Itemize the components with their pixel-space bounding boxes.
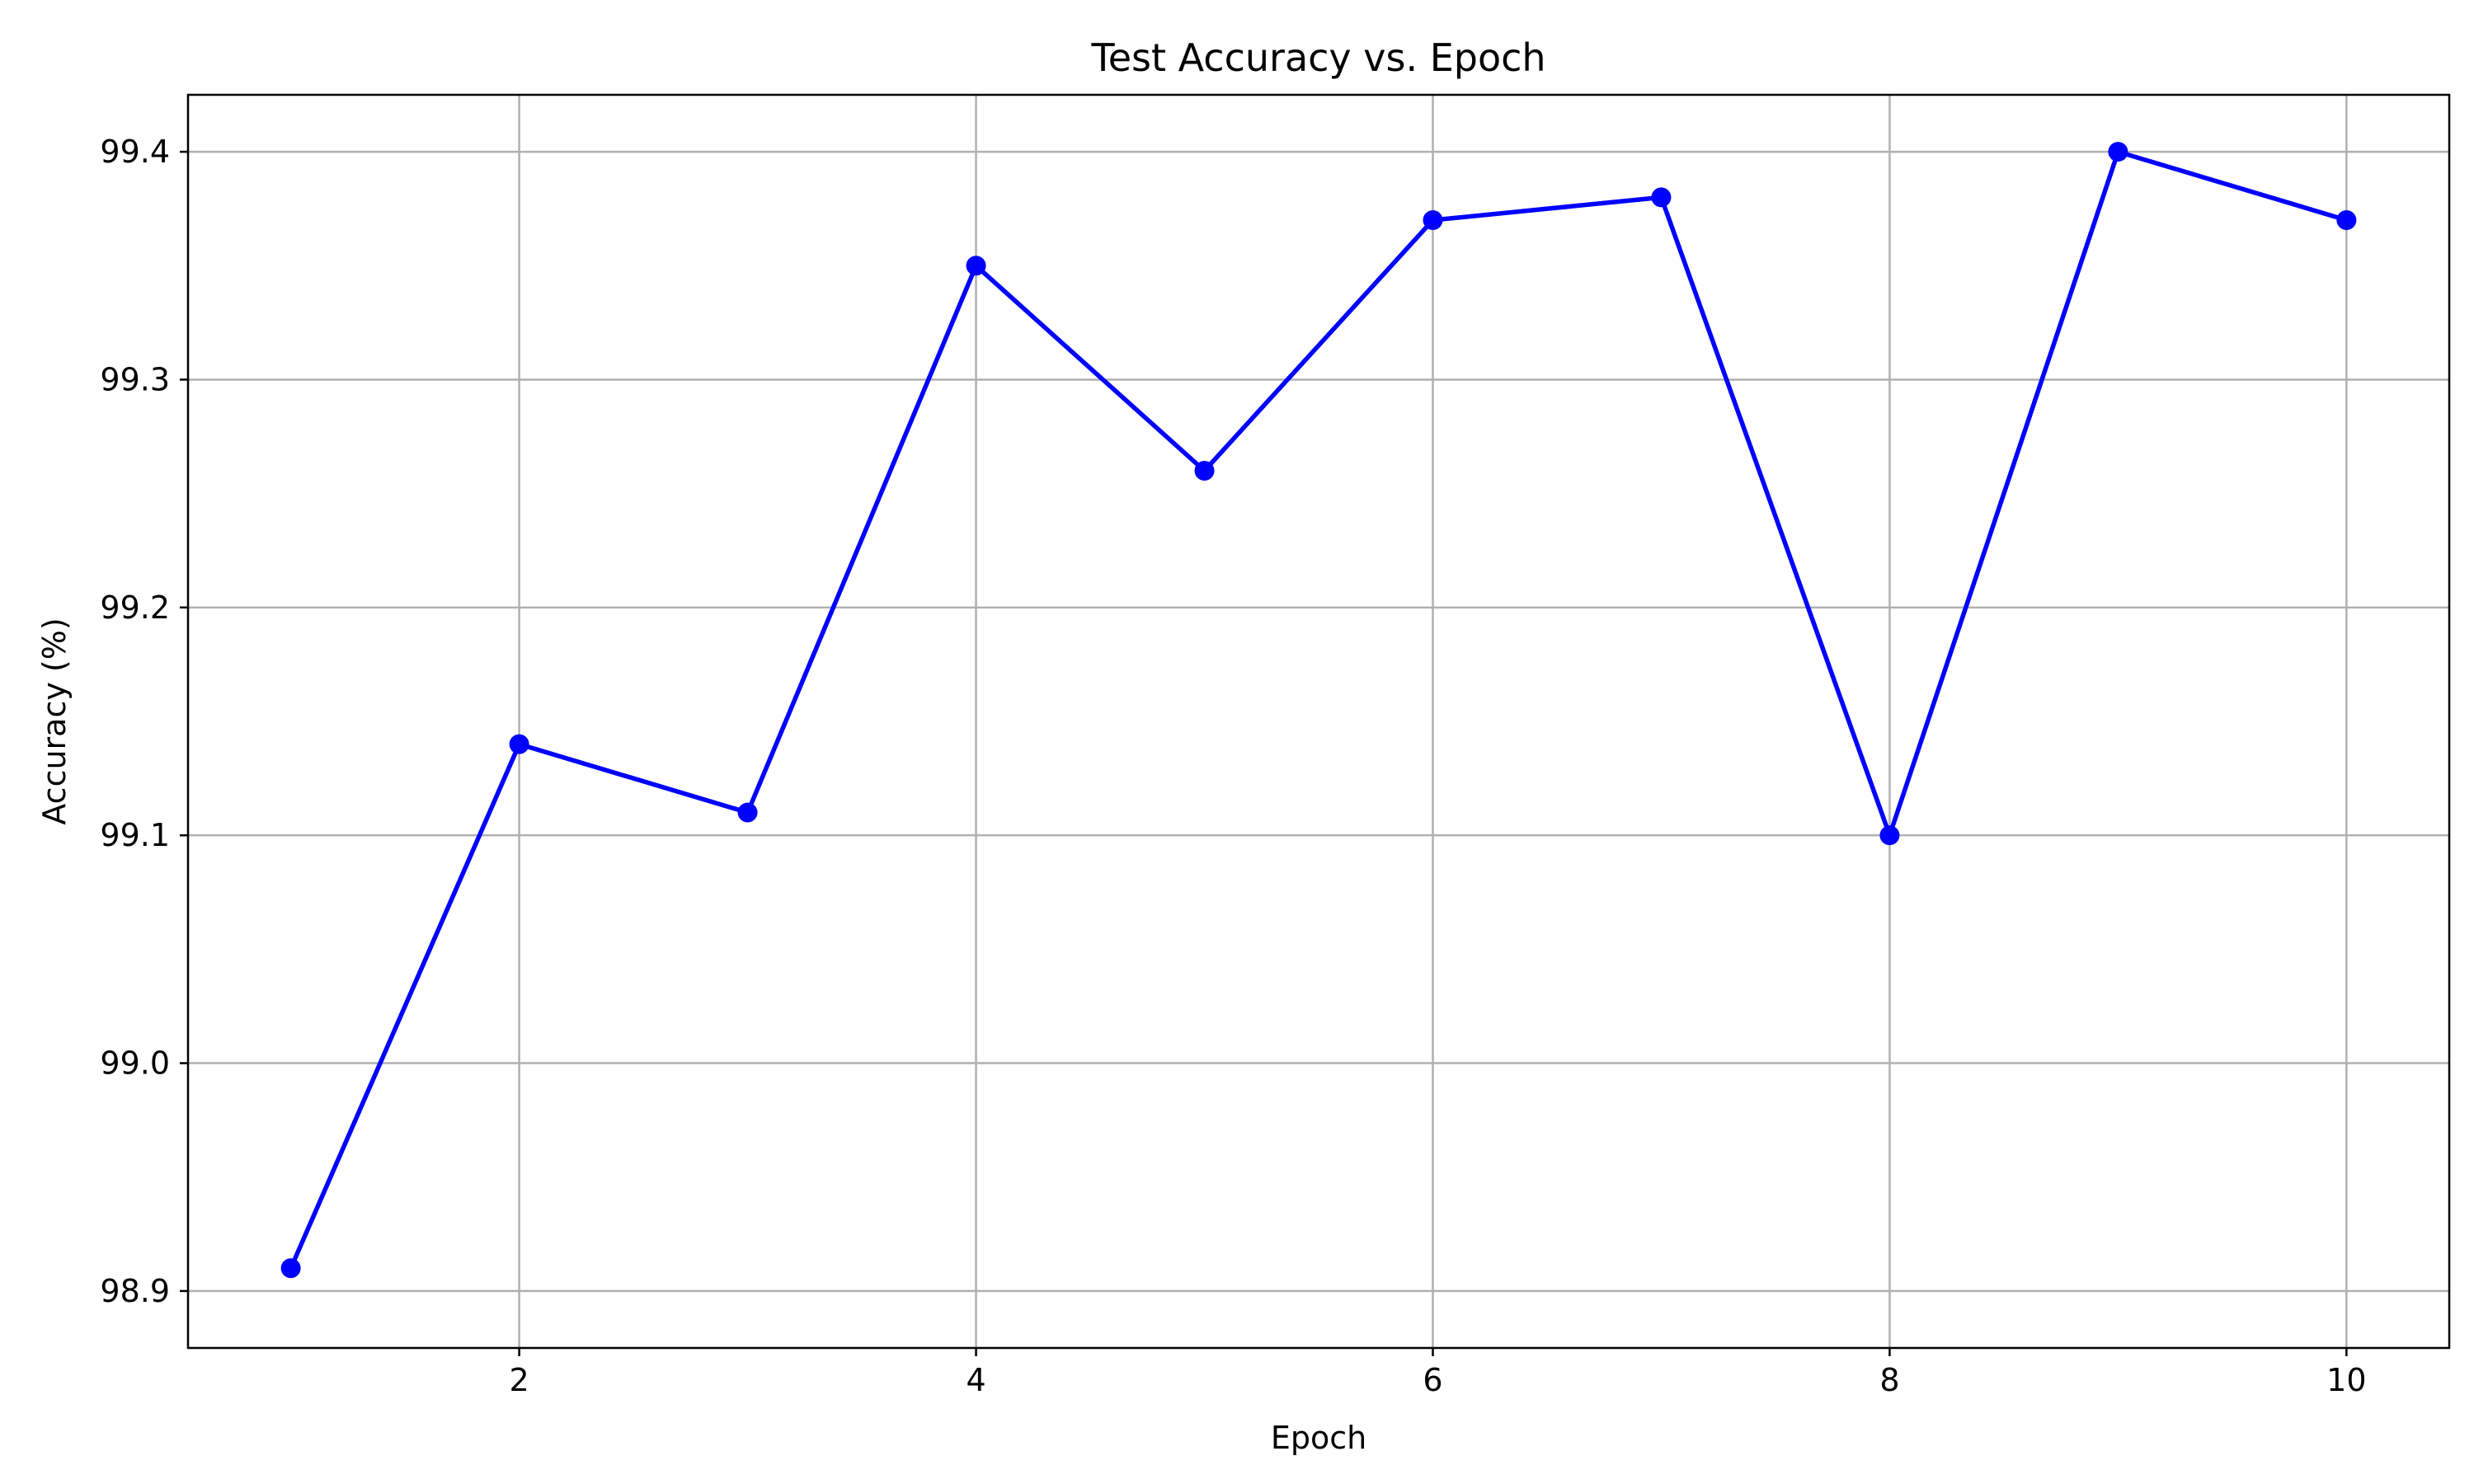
chart-title: Test Accuracy vs. Epoch <box>1090 35 1545 80</box>
data-point <box>2108 142 2128 162</box>
data-point <box>280 1258 301 1279</box>
data-point <box>2336 210 2357 230</box>
y-tick-label: 99.1 <box>100 817 170 853</box>
data-point <box>509 734 529 754</box>
y-tick-label: 98.9 <box>100 1273 170 1309</box>
x-tick-label: 10 <box>2326 1362 2366 1398</box>
data-point <box>966 256 986 276</box>
series-line <box>288 149 2349 1271</box>
grid-lines <box>188 95 2449 1348</box>
y-tick-label: 99.4 <box>100 134 170 170</box>
data-point <box>1423 210 1443 230</box>
x-tick-label: 2 <box>510 1362 529 1398</box>
axis-ticks: 2 4 6 8 10 98.9 99.0 99.1 99.2 99.3 99.4 <box>100 134 2366 1398</box>
data-point <box>1194 461 1215 481</box>
data-point <box>1879 825 1900 846</box>
x-axis-label: Epoch <box>1271 1420 1366 1456</box>
y-tick-label: 99.2 <box>100 589 170 626</box>
series-layer <box>280 142 2357 1279</box>
y-tick-label: 99.3 <box>100 361 170 397</box>
x-tick-label: 6 <box>1423 1362 1442 1398</box>
data-point <box>737 802 758 823</box>
y-tick-label: 99.0 <box>100 1045 170 1082</box>
x-tick-label: 8 <box>1879 1362 1899 1398</box>
y-axis-label: Accuracy (%) <box>36 618 73 824</box>
data-point <box>1651 187 1672 208</box>
x-tick-label: 4 <box>966 1362 985 1398</box>
plot-area-frame <box>186 93 2451 1350</box>
